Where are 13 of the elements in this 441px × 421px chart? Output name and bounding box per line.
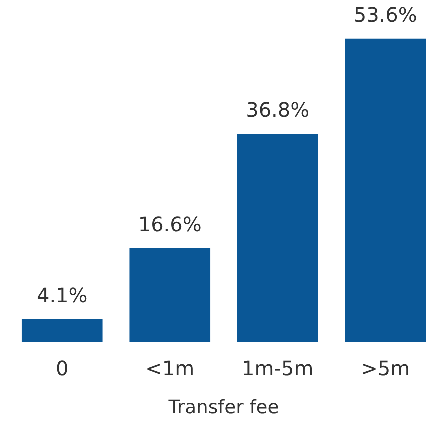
data-label: 4.1% [36,283,88,308]
x-tick-label: 1m-5m [242,356,314,380]
bar [237,134,318,342]
x-tick-label: <1m [146,356,195,380]
data-label: 16.6% [138,212,202,236]
bar [345,38,426,342]
data-label: 53.6% [354,2,418,27]
data-label: 36.8% [246,98,310,122]
x-tick-label: 0 [56,356,69,380]
bar [130,248,211,342]
x-tick-label: >5m [361,356,410,380]
bar [22,319,103,342]
x-axis-title: Transfer fee [168,398,280,418]
